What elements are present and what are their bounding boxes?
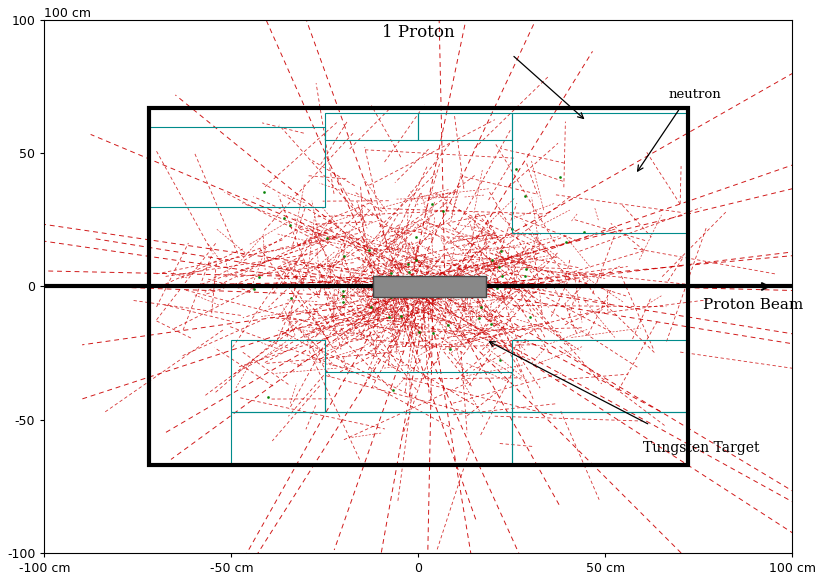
Bar — [325, 113, 418, 140]
Bar — [231, 340, 325, 411]
Text: Tungsten Target: Tungsten Target — [643, 441, 760, 455]
Text: Proton Beam: Proton Beam — [703, 298, 802, 312]
Bar — [325, 372, 512, 411]
Bar — [418, 113, 512, 140]
Bar — [512, 113, 688, 233]
Bar — [149, 126, 325, 207]
Bar — [231, 411, 512, 465]
Text: neutron: neutron — [669, 88, 722, 101]
Bar — [149, 108, 688, 465]
Bar — [512, 411, 688, 465]
Text: 100 cm: 100 cm — [44, 7, 91, 20]
Bar — [374, 276, 486, 297]
Bar — [512, 340, 688, 411]
Text: 1 Proton: 1 Proton — [382, 24, 454, 41]
